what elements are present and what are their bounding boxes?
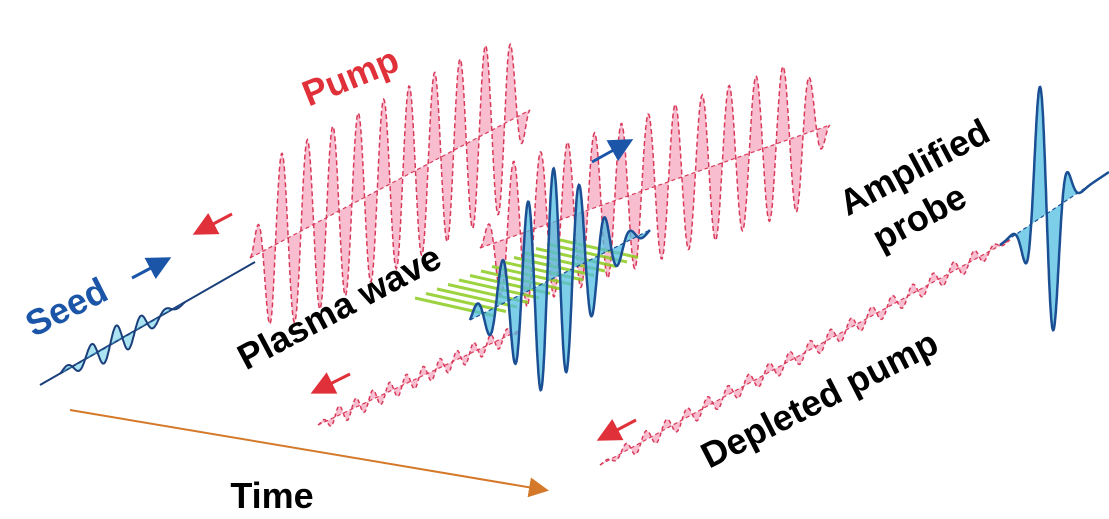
seed-direction-arrow — [131, 257, 172, 280]
plasma-wave-line — [436, 287, 518, 309]
amplified-probe-wave-axis — [999, 171, 1109, 246]
seed-wave-axis — [59, 301, 186, 375]
depleted-direction-arrow — [596, 418, 637, 441]
pump-wave-2-axis — [479, 124, 831, 249]
pump-wave — [249, 42, 531, 326]
seed-label: Seed — [19, 269, 114, 345]
time-arrow — [69, 409, 549, 498]
depleted-pump-wave-axis — [317, 329, 521, 426]
pump-wave-axis — [249, 109, 531, 259]
plasma-wave-line — [425, 292, 507, 313]
amplified-probe-wave — [999, 85, 1109, 332]
depleted-direction-arrow — [310, 372, 351, 394]
probe-wave-axis — [469, 229, 651, 321]
pump-wave-fill — [250, 44, 530, 324]
probe-direction-arrow — [591, 139, 634, 164]
waves — [39, 42, 1109, 466]
depleted-pump-wave-2-axis — [599, 239, 1011, 466]
pump-direction-arrow — [192, 212, 233, 235]
time-label: Time — [230, 475, 313, 516]
pump-label: Pump — [296, 39, 404, 114]
probe-wave-fill — [470, 168, 650, 391]
depleted-pump-wave — [317, 328, 521, 427]
